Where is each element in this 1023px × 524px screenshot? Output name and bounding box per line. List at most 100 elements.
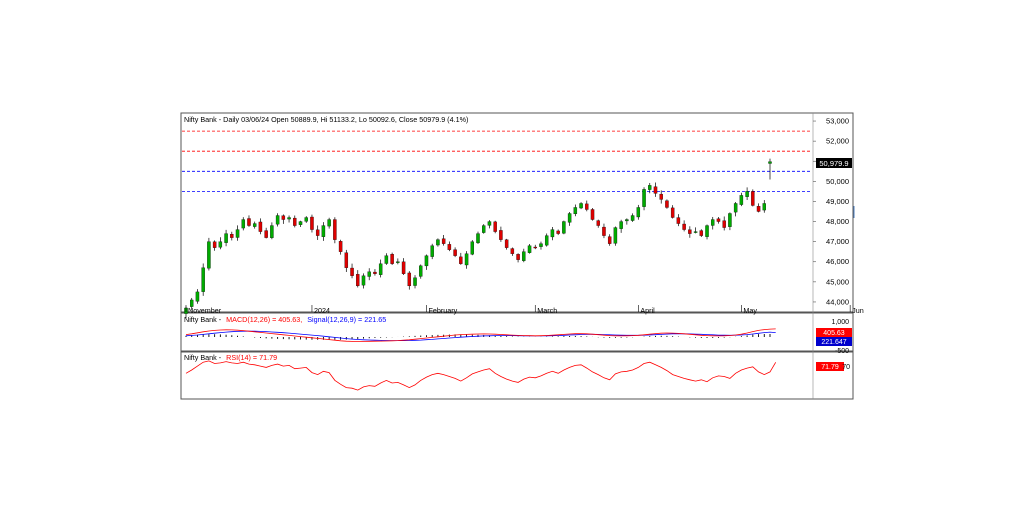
candle-body-82 bbox=[653, 186, 658, 194]
candle-body-40 bbox=[413, 277, 417, 286]
last-value-tag: 50,979.9 bbox=[819, 159, 848, 168]
candle-body-22 bbox=[310, 216, 314, 230]
candle-body-15 bbox=[270, 225, 274, 238]
candle-body-49 bbox=[464, 253, 469, 266]
y-tick-label-2: 46,000 bbox=[826, 257, 849, 266]
candle-body-64 bbox=[550, 229, 555, 238]
candle-body-3 bbox=[201, 267, 205, 292]
candle-body-16 bbox=[275, 215, 280, 225]
candle-body-5 bbox=[212, 241, 217, 248]
candle-body-92 bbox=[711, 219, 715, 226]
candle-body-67 bbox=[567, 213, 572, 223]
candle-body-55 bbox=[499, 230, 503, 240]
candle-body-71 bbox=[590, 209, 595, 220]
candle-body-1 bbox=[190, 299, 194, 307]
candle-body-51 bbox=[476, 233, 480, 244]
candle-body-47 bbox=[453, 249, 457, 256]
candle-body-59 bbox=[522, 251, 526, 261]
candle-body-56 bbox=[504, 239, 509, 248]
candle-body-25 bbox=[327, 219, 331, 227]
signal-label: Signal(12,26,9) = 221.65 bbox=[307, 315, 386, 324]
candle-body-101 bbox=[762, 203, 766, 211]
candle-body-74 bbox=[607, 236, 612, 244]
candle-body-45 bbox=[441, 238, 446, 244]
candle-body-36 bbox=[390, 254, 394, 264]
candle-body-26 bbox=[333, 219, 337, 240]
candle-body-54 bbox=[493, 221, 497, 232]
candle-body-48 bbox=[459, 256, 463, 264]
candle-body-93 bbox=[716, 218, 721, 222]
candle-body-7 bbox=[224, 233, 228, 243]
rsi-tick-70: 70 bbox=[842, 364, 850, 371]
x-axis: November 2024 February March April May Jun bbox=[185, 305, 864, 315]
rsi-series bbox=[185, 360, 777, 391]
candle-body-60 bbox=[527, 245, 532, 253]
candle-body-96 bbox=[733, 203, 738, 213]
candle-body-76 bbox=[619, 221, 623, 229]
candle-body-39 bbox=[407, 272, 412, 287]
candle-body-78 bbox=[630, 215, 635, 221]
candle-body-83 bbox=[659, 193, 663, 200]
candle-body-90 bbox=[699, 230, 704, 236]
x-tick-label-2: February bbox=[428, 306, 457, 315]
candle-body-11 bbox=[247, 218, 251, 226]
candle-body-28 bbox=[344, 252, 349, 268]
candle-body-14 bbox=[264, 230, 268, 238]
y-tick-label-8: 52,000 bbox=[826, 137, 849, 146]
candle-body-58 bbox=[516, 254, 520, 260]
candle-body-75 bbox=[613, 227, 618, 244]
macd-series bbox=[185, 328, 776, 342]
candle-body-52 bbox=[482, 225, 486, 233]
candle-body-35 bbox=[384, 255, 389, 264]
rsi-value-tag: 71.79 bbox=[821, 364, 839, 371]
candle-body-97 bbox=[739, 195, 744, 205]
candle-body-2 bbox=[195, 291, 200, 302]
macd-value-tag: 405.63 bbox=[823, 330, 845, 337]
y-tick-label-1: 45,000 bbox=[826, 277, 849, 286]
candle-body-65 bbox=[556, 230, 560, 234]
candle-body-98 bbox=[745, 191, 749, 197]
signal-value-tag-bg bbox=[816, 337, 852, 346]
candle-body-84 bbox=[665, 200, 669, 208]
candle-body-34 bbox=[378, 263, 383, 275]
candle-body-85 bbox=[670, 207, 675, 218]
y-tick-label-6: 50,000 bbox=[826, 177, 849, 186]
x-tick-label-0: November bbox=[188, 306, 222, 315]
candle-body-30 bbox=[356, 274, 360, 287]
candle-body-72 bbox=[596, 220, 600, 226]
candle-body-61 bbox=[533, 246, 537, 249]
rsi-label: RSI(14) = 71.79 bbox=[226, 353, 277, 362]
candle-body-21 bbox=[304, 217, 308, 222]
rsi-label-prefix: Nifty Bank - bbox=[184, 353, 222, 362]
candle-body-19 bbox=[293, 217, 297, 226]
rsi-header: Nifty Bank - RSI(14) = 71.79 bbox=[184, 353, 277, 362]
candle-body-91 bbox=[705, 225, 709, 237]
signal-line bbox=[185, 330, 776, 341]
candle-body-79 bbox=[636, 207, 641, 218]
candle-body-33 bbox=[373, 271, 377, 274]
candlesticks bbox=[184, 158, 772, 319]
candle-body-53 bbox=[487, 221, 492, 226]
candle-body-23 bbox=[315, 229, 320, 236]
candle-body-6 bbox=[218, 241, 223, 248]
x-tick-label-5: May bbox=[743, 306, 757, 315]
candle-body-17 bbox=[281, 215, 286, 220]
y-tick-label-4: 48,000 bbox=[826, 217, 849, 226]
y-tick-label-5: 49,000 bbox=[826, 197, 849, 206]
signal-value-tag: 221.647 bbox=[821, 339, 846, 346]
candle-body-29 bbox=[350, 267, 354, 276]
macd-label-prefix: Nifty Bank - bbox=[184, 315, 222, 324]
candle-body-63 bbox=[544, 235, 549, 246]
candle-body-70 bbox=[585, 203, 589, 210]
x-tick-label-6: Jun bbox=[852, 306, 864, 315]
candle-body-12 bbox=[252, 223, 257, 227]
x-tick-label-1: 2024 bbox=[314, 306, 330, 315]
y-tick-label-3: 47,000 bbox=[826, 237, 849, 246]
candle-body-87 bbox=[682, 223, 686, 230]
y-tick-label-0: 44,000 bbox=[826, 297, 849, 306]
candle-body-4 bbox=[207, 241, 211, 269]
candle-body-43 bbox=[430, 245, 434, 257]
candle-body-86 bbox=[676, 217, 681, 224]
candle-body-68 bbox=[573, 207, 578, 215]
